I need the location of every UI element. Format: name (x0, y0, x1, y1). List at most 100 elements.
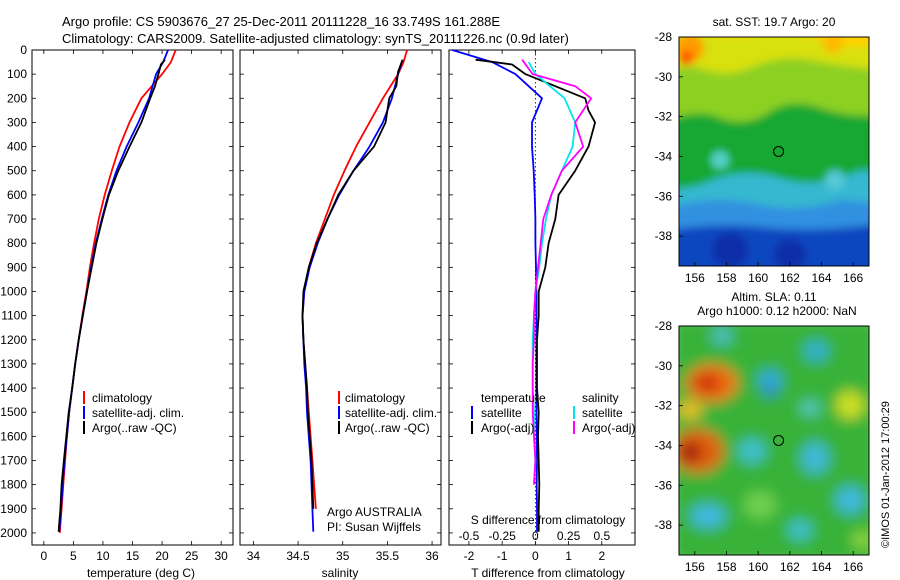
s-difference-axis-label: S difference from climatology (471, 513, 626, 527)
x-tick-label: 1 (565, 549, 572, 563)
depth-tick-label: 1200 (0, 333, 27, 347)
x-tick-label: 35.5 (376, 549, 400, 563)
depth-tick-label: 1600 (0, 429, 27, 443)
x-tick-label: 2 (598, 549, 605, 563)
series-line-argo (57, 59, 166, 532)
depth-axis-ticks: 0 100 200 300 400 500 600 700 800 900 1000 1100 1200… (0, 43, 233, 540)
salinity-axis-ticks: 34 34.5 35 35.5 36 (247, 50, 439, 563)
depth-tick-label: 1300 (0, 357, 27, 371)
depth-tick-label: 200 (7, 91, 27, 105)
salinity-panel: 34 34.5 35 35.5 36 salinity climatology sate… (239, 49, 442, 580)
latitude-label: -36 (655, 478, 673, 492)
s-diff-tick-label: -0.5 (459, 529, 480, 543)
x-tick-label: 35 (336, 549, 350, 563)
imos-credit: ©IMOS 01-Jan-2012 17:00:29 (880, 401, 892, 548)
s-diff-tick-label: 0 (532, 529, 539, 543)
s-diff-tick-label: 0.5 (593, 529, 610, 543)
t-difference-axis-ticks: -2 -1 0 1 2 (464, 50, 605, 563)
x-tick-label: -2 (464, 549, 475, 563)
difference-axes-frame (448, 49, 636, 546)
depth-tick-label: 1900 (0, 502, 27, 516)
depth-tick-label: 900 (7, 260, 27, 274)
depth-tick-label: 500 (7, 164, 27, 178)
figure-title-line1: Argo profile: CS 5903676_27 25-Dec-2011 … (62, 14, 500, 29)
legend-label-satellite: satellite-adj. clim. (92, 406, 184, 420)
latitude-label: -32 (655, 399, 673, 413)
legend-label-climatology: climatology (345, 391, 405, 405)
x-tick-label: 10 (96, 549, 110, 563)
salinity-axis-label: salinity (322, 566, 359, 580)
legend-header-salinity: salinity (582, 391, 619, 405)
series-line-argo_salinity (521, 59, 593, 485)
sst-longitude-ticks: 156 158 160 162 164 166 (685, 262, 863, 285)
longitude-label: 166 (843, 271, 863, 285)
latitude-label: -34 (655, 438, 673, 452)
sla-latitude-ticks: -28 -30 -32 -34 -36 -38 (655, 319, 683, 532)
argo-program-label: Argo AUSTRALIA (327, 505, 422, 519)
x-tick-label: 36 (425, 549, 439, 563)
longitude-label: 162 (780, 560, 800, 574)
sst-map-title: sat. SST: 19.7 Argo: 20 (713, 15, 836, 29)
depth-tick-label: 800 (7, 236, 27, 250)
depth-tick-label: 1700 (0, 453, 27, 467)
latitude-label: -30 (655, 70, 673, 84)
legend-label-argo: Argo(..raw -QC) (345, 421, 430, 435)
difference-depth-ticks (449, 49, 635, 534)
latitude-label: -34 (655, 149, 673, 163)
depth-tick-label: 300 (7, 115, 27, 129)
series-line-argo (475, 58, 596, 532)
depth-tick-label: 0 (20, 43, 27, 57)
longitude-label: 160 (748, 560, 768, 574)
latitude-label: -28 (655, 30, 673, 44)
longitude-label: 156 (685, 271, 705, 285)
x-tick-label: 15 (126, 549, 140, 563)
s-diff-tick-label: 0.25 (557, 529, 581, 543)
depth-tick-label: 1800 (0, 478, 27, 492)
latitude-label: -36 (655, 189, 673, 203)
legend-label-t-satellite: satellite (481, 406, 522, 420)
sst-map-panel: sat. SST: 19.7 Argo: 20 156 158 160 162 164 1… (655, 15, 870, 285)
depth-tick-label: 1100 (1, 309, 27, 323)
depth-tick-label: 1400 (0, 381, 27, 395)
figure-title-line2: Climatology: CARS2009. Satellite-adjuste… (62, 31, 569, 46)
temperature-panel: 0100200300400500600700800900100011001200… (0, 43, 234, 580)
x-tick-label: 20 (155, 549, 169, 563)
sla-map-panel: Altim. SLA: 0.11 Argo h1000: 0.12 h2000:… (655, 290, 870, 574)
x-tick-label: 34.5 (286, 549, 310, 563)
depth-tick-label: 600 (7, 188, 27, 202)
legend-label-satellite: satellite-adj. clim. (345, 406, 437, 420)
depth-tick-label: 1500 (0, 405, 27, 419)
sla-map-title: Altim. SLA: 0.11 (731, 290, 816, 304)
sst-field (679, 37, 869, 266)
depth-tick-label: 400 (7, 140, 27, 154)
pi-label: PI: Susan Wijffels (327, 520, 421, 534)
depth-tick-label: 1000 (0, 284, 27, 298)
argo-position-marker (773, 146, 785, 157)
depth-tick-label: 700 (7, 212, 27, 226)
difference-series (452, 49, 596, 532)
series-line-argo (301, 59, 404, 509)
temperature-legend: climatology satellite-adj. clim. Argo(..… (83, 391, 184, 435)
longitude-label: 164 (811, 271, 831, 285)
longitude-label: 158 (716, 560, 736, 574)
t-difference-axis-label: T difference from climatology (471, 566, 625, 580)
salinity-depth-ticks (240, 49, 441, 534)
x-tick-label: 25 (185, 549, 199, 563)
x-tick-label: -1 (497, 549, 508, 563)
sla-map-subtitle: Argo h1000: 0.12 h2000: NaN (697, 304, 856, 318)
s-difference-axis-ticks: -0.5 -0.25 0 0.25 0.5 (459, 529, 611, 543)
x-tick-label: 30 (214, 549, 228, 563)
latitude-label: -30 (655, 359, 673, 373)
x-tick-label: 0 (40, 549, 47, 563)
longitude-label: 164 (811, 560, 831, 574)
difference-legend: temperature salinity satellite Argo(-adj… (471, 391, 635, 435)
depth-tick-label: 2000 (0, 526, 27, 540)
latitude-label: -38 (655, 229, 673, 243)
x-tick-label: 34 (247, 549, 261, 563)
longitude-label: 160 (748, 271, 768, 285)
salinity-series (301, 49, 408, 532)
temperature-axis-label: temperature (deg C) (87, 566, 195, 580)
x-tick-label: 5 (70, 549, 77, 563)
latitude-label: -38 (655, 518, 673, 532)
